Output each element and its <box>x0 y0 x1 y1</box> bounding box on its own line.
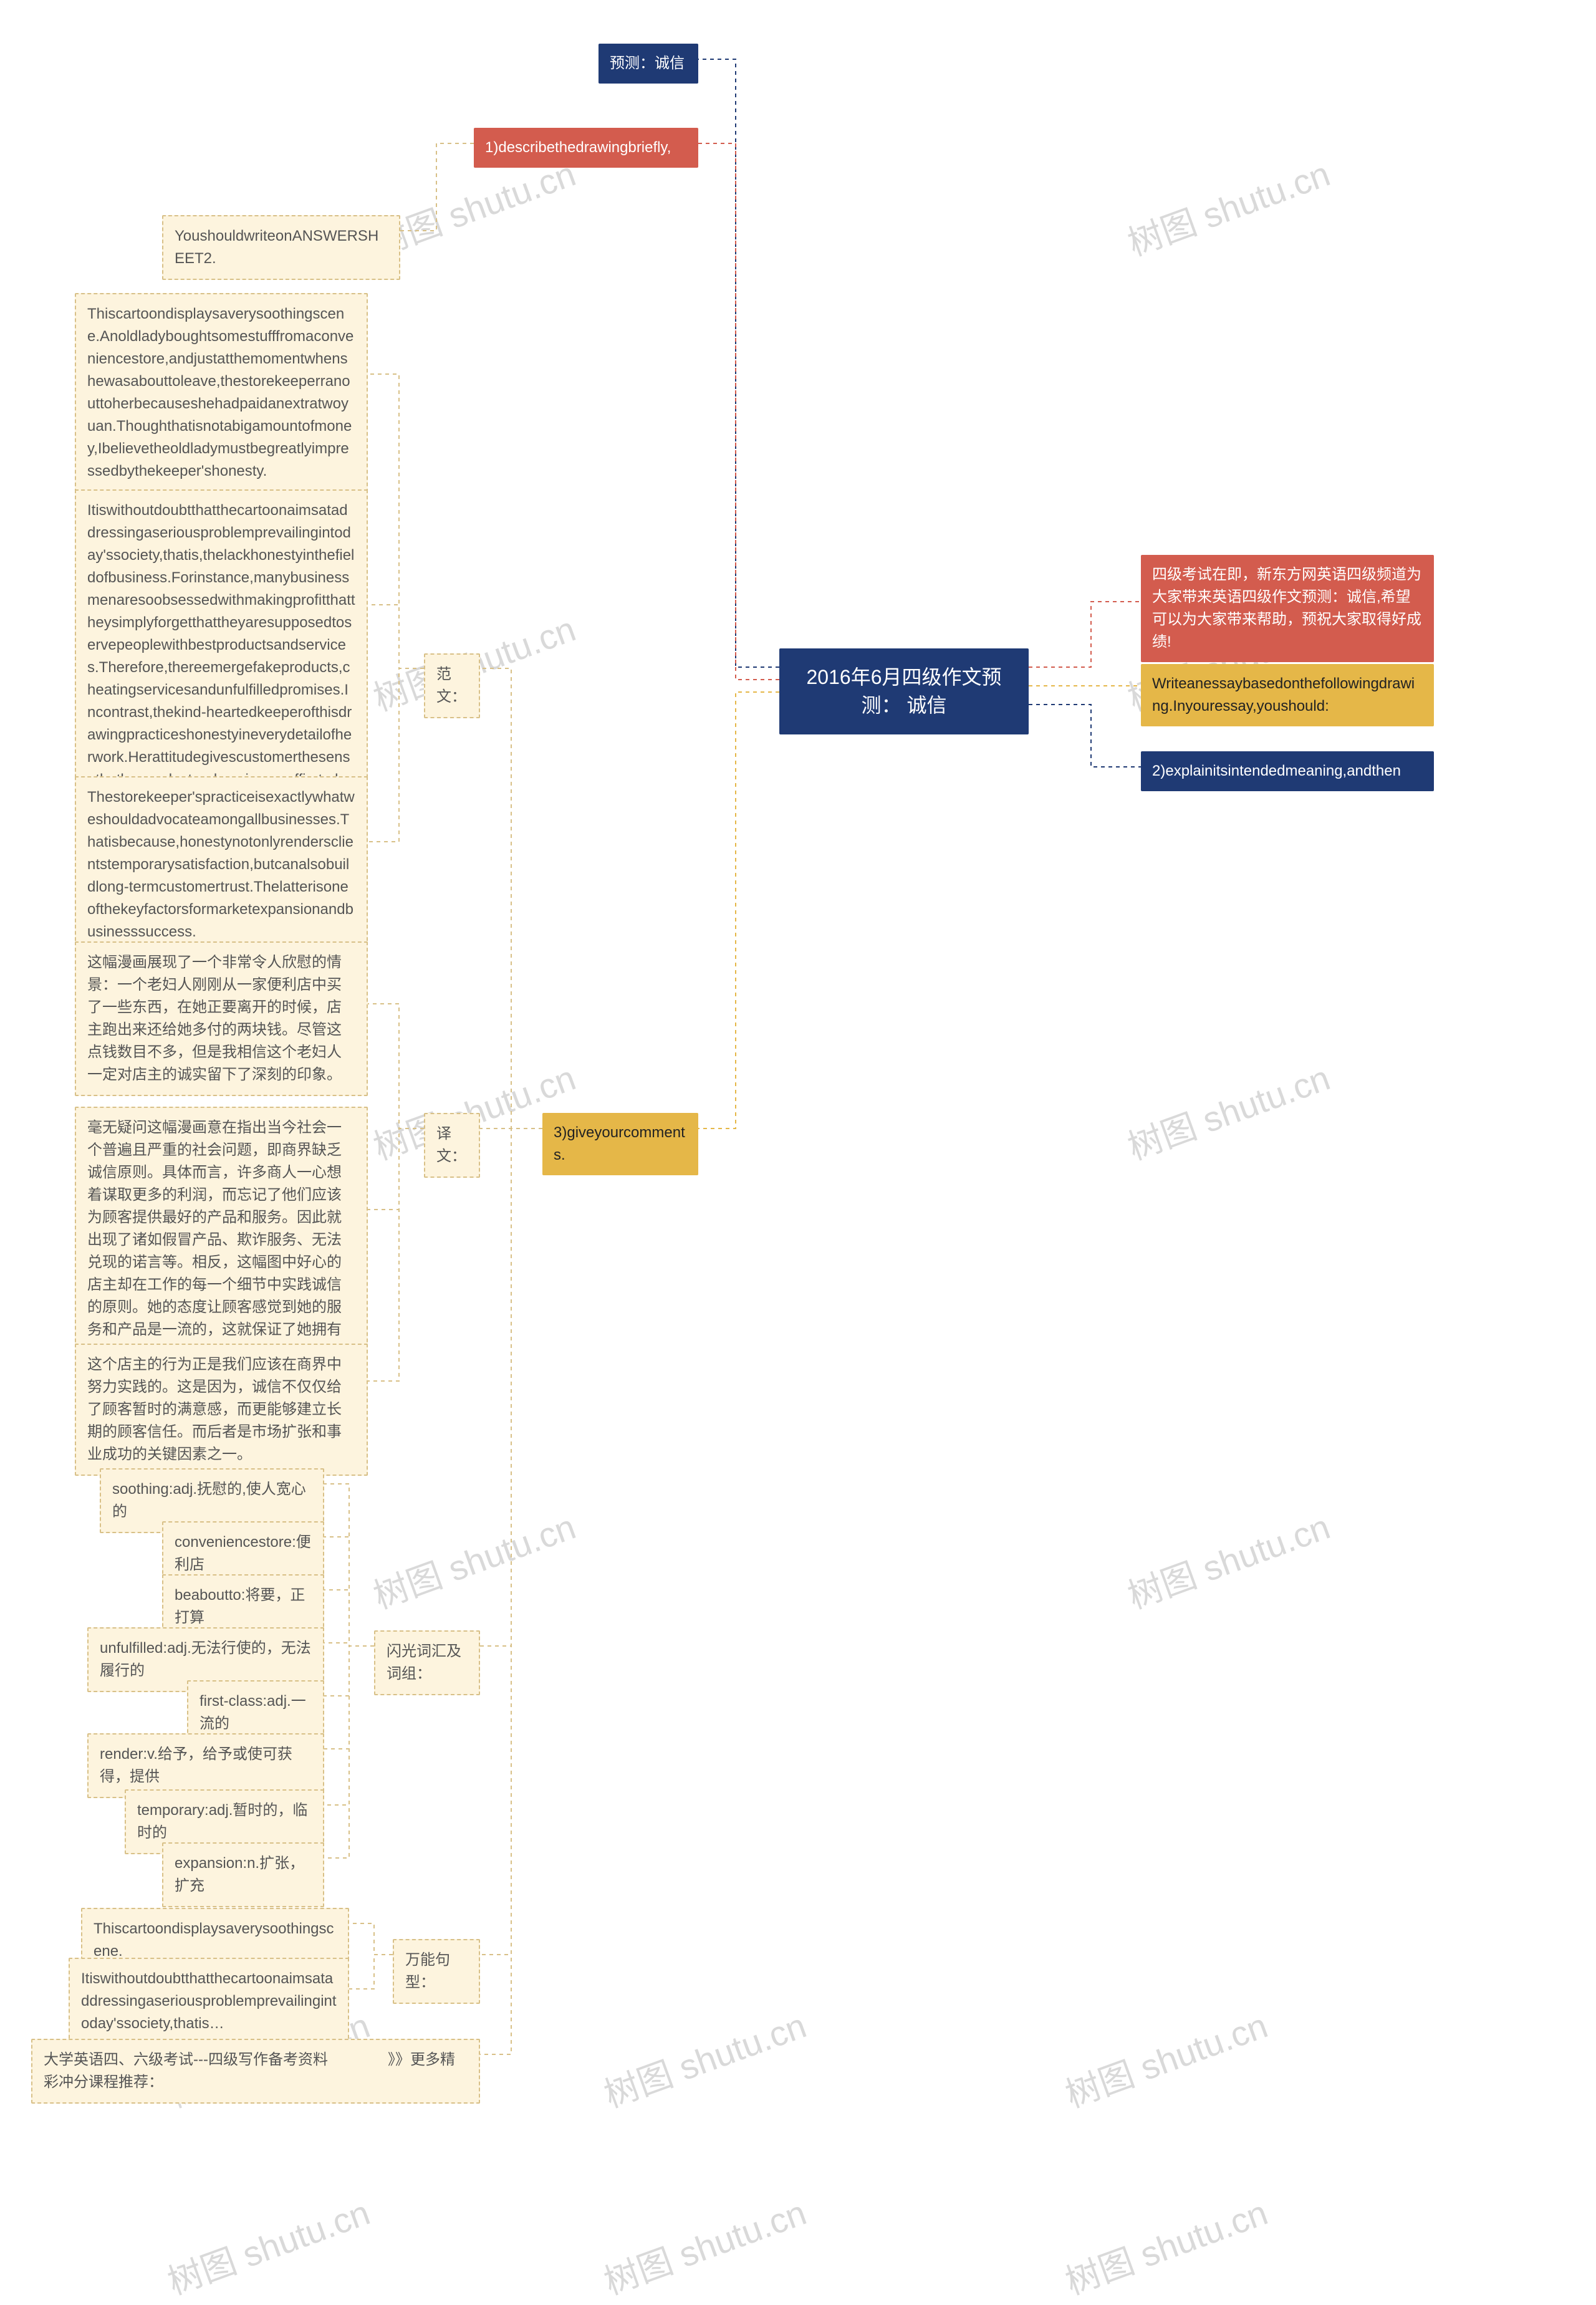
sample-essay-p3: Thestorekeeper'spracticeisexactlywhatwes… <box>75 776 368 953</box>
point-2-explain: 2)explainitsintendedmeaning,andthen <box>1141 751 1434 791</box>
sample-essay-p1: Thiscartoondisplaysaverysoothingscene.An… <box>75 293 368 493</box>
watermark: 树图 shutu.cn <box>596 2185 812 2304</box>
watermark: 树图 shutu.cn <box>160 2185 376 2304</box>
vocab-6: render:v.给予，给予或使可获得，提供 <box>87 1733 324 1798</box>
translation-p1: 这幅漫画展现了一个非常令人欣慰的情景：一个老妇人刚刚从一家便利店中买了一些东西，… <box>75 941 368 1096</box>
intro-note: 四级考试在即，新东方网英语四级频道为大家带来英语四级作文预测：诚信,希望可以为大… <box>1141 555 1434 662</box>
universal-sentence-label: 万能句型： <box>393 1939 480 2004</box>
center-topic: 2016年6月四级作文预测： 诚信 <box>779 648 1029 734</box>
universal-sentence-2: Itiswithoutdoubtthatthecartoonaimsataddr… <box>69 1958 349 2045</box>
vocab-label: 闪光词汇及词组： <box>374 1630 480 1695</box>
translation-p3: 这个店主的行为正是我们应该在商界中努力实践的。这是因为，诚信不仅仅给了顾客暂时的… <box>75 1344 368 1476</box>
sample-essay-label: 范文： <box>424 653 480 718</box>
watermark: 树图 shutu.cn <box>596 1998 812 2117</box>
translation-p2: 毫无疑问这幅漫画意在指出当今社会一个普遍且严重的社会问题，即商界缺乏诚信原则。具… <box>75 1107 368 1374</box>
essay-instruction: Writeanessaybasedonthefollowingdrawing.I… <box>1141 664 1434 726</box>
watermark: 树图 shutu.cn <box>1120 1499 1336 1619</box>
vocab-8: expansion:n.扩张，扩充 <box>162 1842 324 1907</box>
watermark: 树图 shutu.cn <box>1120 1050 1336 1170</box>
answer-sheet-note: YoushouldwriteonANSWERSHEET2. <box>162 215 400 280</box>
prediction-title: 预测：诚信 <box>598 44 698 84</box>
translation-label: 译文： <box>424 1113 480 1178</box>
watermark: 树图 shutu.cn <box>1057 2185 1274 2304</box>
point-1-describe: 1)describethedrawingbriefly, <box>474 128 698 168</box>
watermark: 树图 shutu.cn <box>1057 1998 1274 2117</box>
point-3-comments: 3)giveyourcomments. <box>542 1113 698 1175</box>
watermark: 树图 shutu.cn <box>1120 146 1336 266</box>
watermark: 树图 shutu.cn <box>365 1499 582 1619</box>
footer-promo: 大学英语四、六级考试---四级写作备考资料 》》更多精彩冲分课程推荐： <box>31 2039 480 2104</box>
